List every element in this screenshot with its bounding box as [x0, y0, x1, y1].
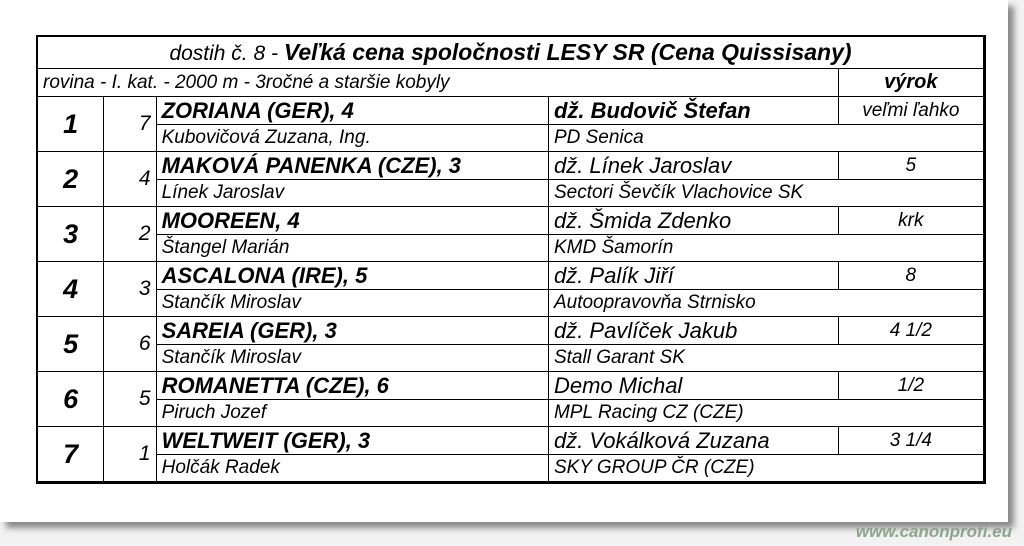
table-row: 2 4 MAKOVÁ PANENKA (CZE), 3 dž. Línek Ja…: [36, 151, 986, 207]
table-row-details: Piruch Jozef MPL Racing CZ (CZE): [37, 399, 986, 427]
jockey: dž. Pavlíček Jakub: [547, 316, 839, 345]
owner: SKY GROUP ČR (CZE): [547, 454, 986, 483]
race-number: dostih č. 8 -: [169, 42, 278, 65]
horse-name: ASCALONA (IRE), 5: [155, 261, 549, 290]
owner: PD Senica: [547, 124, 986, 152]
jockey: dž. Budovič Štefan: [547, 96, 839, 125]
jockey: dž. Línek Jaroslav: [547, 151, 839, 180]
result: 1/2: [837, 371, 986, 400]
table-row-details: Stančík Miroslav Autoopravovňa Strnisko: [37, 289, 986, 317]
race-title: dostih č. 8 - Veľká cena spoločnosti LES…: [36, 35, 985, 69]
place: 5: [36, 316, 105, 372]
place: 3: [36, 206, 105, 262]
trainer: Piruch Jozef: [155, 399, 549, 427]
place: 7: [36, 426, 105, 483]
result: 4 1/2: [837, 316, 986, 345]
trainer: Holčák Radek: [155, 454, 549, 483]
horse-name: WELTWEIT (GER), 3: [155, 426, 549, 455]
result: veľmi ľahko: [837, 96, 986, 125]
place: 2: [36, 151, 105, 207]
watermark: www.canonprofi.eu: [855, 522, 1012, 541]
race-name: Veľká cena spoločnosti LESY SR (Cena Qui…: [283, 39, 852, 65]
horse-name: MAKOVÁ PANENKA (CZE), 3: [155, 151, 549, 180]
results-card: dostih č. 8 - Veľká cena spoločnosti LES…: [0, 0, 1008, 522]
jockey: Demo Michal: [547, 371, 839, 400]
trainer: Štangel Marián: [155, 234, 549, 262]
trainer: Stančík Miroslav: [155, 289, 549, 317]
result-header: výrok: [837, 68, 986, 97]
jockey: dž. Vokálková Zuzana: [547, 426, 839, 455]
table-row: 7 1 WELTWEIT (GER), 3 dž. Vokálková Zuza…: [36, 426, 986, 483]
jockey: dž. Šmida Zdenko: [547, 206, 839, 235]
start-number: 4: [103, 151, 157, 207]
race-results-table: dostih č. 8 - Veľká cena spoločnosti LES…: [36, 35, 986, 484]
place: 6: [36, 371, 105, 427]
table-row: 3 2 MOOREEN, 4 dž. Šmida Zdenko krk: [36, 206, 986, 262]
horse-name: ZORIANA (GER), 4: [155, 96, 549, 125]
table-row: 1 7 ZORIANA (GER), 4 dž. Budovič Štefan …: [36, 96, 986, 152]
jockey: dž. Palík Jiří: [547, 261, 839, 290]
horse-name: MOOREEN, 4: [155, 206, 549, 235]
place: 4: [36, 261, 105, 317]
owner: Autoopravovňa Strnisko: [547, 289, 986, 317]
conditions-row: rovina - I. kat. - 2000 m - 3ročné a sta…: [36, 68, 986, 97]
start-number: 6: [103, 316, 157, 372]
table-row-details: Štangel Marián KMD Šamorín: [37, 234, 986, 262]
owner: Sectori Ševčík Vlachovice SK: [547, 179, 986, 207]
result: 3 1/4: [837, 426, 986, 455]
table-row: 4 3 ASCALONA (IRE), 5 dž. Palík Jiří 8: [36, 261, 986, 317]
race-conditions: rovina - I. kat. - 2000 m - 3ročné a sta…: [36, 68, 839, 97]
title-row: dostih č. 8 - Veľká cena spoločnosti LES…: [36, 35, 985, 69]
start-number: 7: [103, 96, 157, 152]
result: krk: [837, 206, 986, 235]
table-row-details: Stančík Miroslav Stall Garant SK: [37, 344, 986, 372]
start-number: 5: [103, 371, 157, 427]
trainer: Línek Jaroslav: [155, 179, 549, 207]
owner: KMD Šamorín: [547, 234, 986, 262]
table-row-details: Kubovičová Zuzana, Ing. PD Senica: [37, 124, 986, 152]
start-number: 2: [103, 206, 157, 262]
table-row-details: Holčák Radek SKY GROUP ČR (CZE): [37, 454, 986, 483]
owner: Stall Garant SK: [547, 344, 986, 372]
owner: MPL Racing CZ (CZE): [547, 399, 986, 427]
trainer: Kubovičová Zuzana, Ing.: [155, 124, 549, 152]
result: 5: [837, 151, 986, 180]
table-row: 5 6 SAREIA (GER), 3 dž. Pavlíček Jakub 4…: [36, 316, 986, 372]
start-number: 3: [103, 261, 157, 317]
start-number: 1: [103, 426, 157, 483]
place: 1: [36, 96, 105, 152]
horse-name: ROMANETTA (CZE), 6: [155, 371, 549, 400]
table-row-details: Línek Jaroslav Sectori Ševčík Vlachovice…: [37, 179, 986, 207]
result: 8: [837, 261, 986, 290]
horse-name: SAREIA (GER), 3: [155, 316, 549, 345]
trainer: Stančík Miroslav: [155, 344, 549, 372]
table-row: 6 5 ROMANETTA (CZE), 6 Demo Michal 1/2: [36, 371, 986, 427]
